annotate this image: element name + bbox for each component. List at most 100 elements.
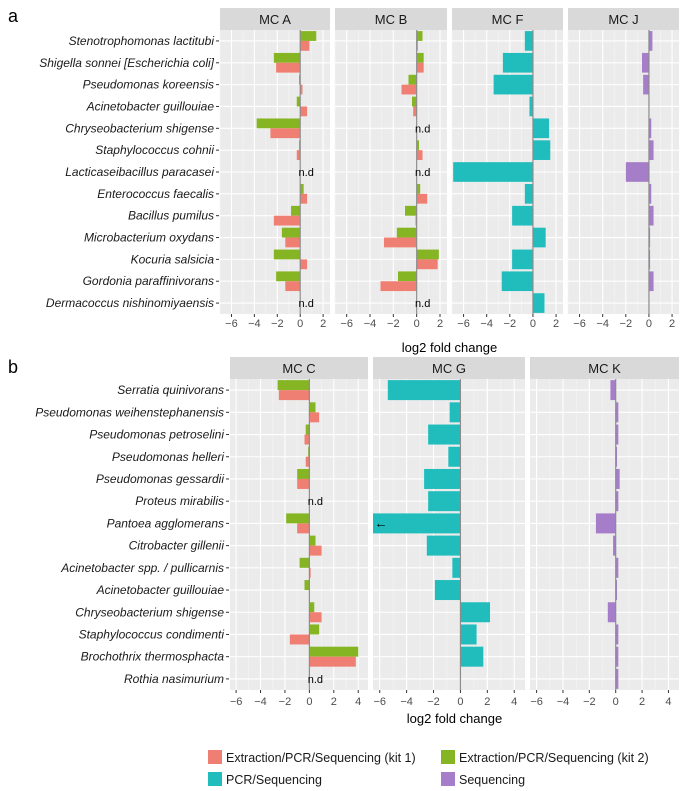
category-label-brochothrix-thermosphacta: Brochothrix thermosphacta	[81, 650, 225, 664]
x-tick-label: 0	[306, 696, 312, 708]
bar-kit1-brochothrix-thermosphacta	[309, 656, 356, 667]
panel-letter-a: a	[8, 6, 19, 26]
bar-seq-lacticaseibacillus-paracasei	[625, 162, 649, 182]
bar-kit2-pseudomonas-helleri	[308, 446, 310, 457]
category-label-gordonia-paraffinivorans: Gordonia paraffinivorans	[83, 274, 214, 288]
bar-kit1-acinetobacter-guillouiae	[413, 106, 417, 117]
bar-pcr-pseudomonas-gessardii	[424, 468, 461, 489]
bar-seq-pseudomonas-petroselini	[615, 424, 619, 445]
bar-kit2-staphylococcus-cohnii	[416, 140, 419, 151]
bar-kit1-chryseobacterium-shigense	[309, 612, 322, 623]
bar-kit1-shigella-sonnei-escherichia-coli	[276, 62, 301, 73]
bar-pcr-pantoea-agglomerans	[373, 513, 461, 534]
x-tick-label: 4	[511, 696, 517, 708]
category-label-lacticaseibacillus-paracasei: Lacticaseibacillus paracasei	[65, 165, 214, 179]
bar-kit2-shigella-sonnei-escherichia-coli	[416, 52, 424, 63]
x-tick-label: −2	[271, 318, 284, 330]
legend-swatch-kit1	[208, 750, 222, 764]
bar-seq-brochothrix-thermosphacta	[615, 646, 619, 667]
x-tick-label: −4	[596, 318, 609, 330]
bar-kit2-chryseobacterium-shigense	[256, 118, 301, 129]
bar-kit2-pseudomonas-petroselini	[305, 424, 310, 435]
bar-pcr-citrobacter-gillenii	[426, 535, 461, 556]
facet-title: MC F	[492, 12, 524, 27]
bar-seq-serratia-quinivorans	[610, 380, 616, 401]
facet-strip	[452, 8, 563, 30]
legend-label-kit2: Extraction/PCR/Sequencing (kit 2)	[459, 751, 649, 765]
bar-kit1-staphylococcus-cohnii	[416, 150, 423, 160]
x-tick-label: −2	[583, 696, 596, 708]
bar-kit2-enterococcus-faecalis	[300, 184, 304, 194]
x-tick-label: 0	[530, 318, 536, 330]
x-tick-label: 2	[320, 318, 326, 330]
x-tick-label: 2	[484, 696, 490, 708]
bar-pcr-dermacoccus-nishinomiyaensis	[532, 293, 545, 313]
chart-b: b Serratia quinivorans Pseudomonas weihens…	[8, 357, 679, 726]
bar-kit2-stenotrophomonas-lactitubi	[300, 31, 317, 41]
x-tick-label: −4	[557, 696, 570, 708]
legend-swatch-pcr	[208, 772, 222, 786]
bar-seq-staphylococcus-cohnii	[648, 140, 654, 160]
bar-kit2-acinetobacter-spp-pullicarnis	[299, 557, 310, 568]
facet-strip	[335, 8, 447, 30]
bar-pcr-brochothrix-thermosphacta	[460, 646, 484, 667]
panel-background	[530, 379, 679, 690]
bar-seq-citrobacter-gillenii	[613, 535, 616, 556]
bar-pcr-stenotrophomonas-lactitubi	[524, 31, 533, 51]
bar-kit2-pseudomonas-weihenstephanensis	[309, 402, 316, 413]
bar-pcr-staphylococcus-condimenti	[460, 624, 477, 645]
facet-strip	[530, 357, 679, 379]
bar-seq-acinetobacter-spp-pullicarnis	[615, 557, 619, 578]
bar-kit1-shigella-sonnei-escherichia-coli	[416, 62, 424, 73]
bar-kit2-acinetobacter-guillouiae	[304, 580, 310, 591]
bar-kit1-acinetobacter-spp-pullicarnis	[309, 567, 311, 578]
category-label-serratia-quinivorans: Serratia quinivorans	[117, 383, 224, 397]
x-tick-label: −4	[254, 696, 267, 708]
facet-strip	[373, 357, 525, 379]
bar-kit1-gordonia-paraffinivorans	[380, 281, 417, 292]
annotation-not-detected: n.d	[308, 496, 323, 508]
bar-pcr-chryseobacterium-shigense	[460, 602, 491, 623]
bar-kit1-kocuria-salsicia	[416, 259, 438, 270]
bar-seq-bacillus-pumilus	[648, 205, 654, 226]
category-label-chryseobacterium-shigense: Chryseobacterium shigense	[65, 121, 214, 135]
bar-kit2-pantoea-agglomerans	[286, 513, 310, 524]
bar-kit2-microbacterium-oxydans	[396, 227, 417, 238]
bar-seq-rothia-nasimurium	[615, 668, 619, 689]
bar-pcr-proteus-mirabilis	[428, 491, 461, 512]
x-axis-title: log2 fold change	[402, 340, 497, 355]
bar-kit1-staphylococcus-cohnii	[296, 150, 301, 160]
bar-pcr-microbacterium-oxydans	[532, 227, 546, 248]
bar-pcr-pseudomonas-koreensis	[493, 74, 533, 95]
bar-pcr-chryseobacterium-shigense	[532, 118, 550, 139]
bar-seq-stenotrophomonas-lactitubi	[648, 31, 653, 51]
bar-kit2-bacillus-pumilus	[291, 205, 301, 216]
category-label-dermacoccus-nishinomiyaensis: Dermacoccus nishinomiyaensis	[46, 296, 214, 310]
bar-seq-gordonia-paraffinivorans	[648, 271, 654, 292]
bar-kit2-acinetobacter-guillouiae	[412, 96, 417, 107]
category-label-bacillus-pumilus: Bacillus pumilus	[128, 209, 214, 223]
bar-kit2-stenotrophomonas-lactitubi	[416, 31, 423, 41]
x-tick-label: 0	[613, 696, 619, 708]
bar-kit2-chryseobacterium-shigense	[309, 602, 315, 613]
bar-seq-pseudomonas-helleri	[615, 446, 618, 467]
bar-kit2-gordonia-paraffinivorans	[276, 271, 301, 282]
category-label-acinetobacter-spp-pullicarnis: Acinetobacter spp. / pullicarnis	[60, 561, 224, 575]
x-tick-label: 0	[457, 696, 463, 708]
bar-pcr-kocuria-salsicia	[512, 249, 533, 270]
x-tick-label: 0	[414, 318, 420, 330]
bar-kit2-pseudomonas-koreensis	[408, 74, 417, 85]
bar-kit2-enterococcus-faecalis	[416, 184, 421, 194]
facet-title: MC G	[432, 361, 466, 376]
bar-pcr-staphylococcus-cohnii	[532, 140, 551, 160]
bar-kit1-pseudomonas-petroselini	[304, 434, 310, 445]
bar-kit1-microbacterium-oxydans	[384, 237, 417, 248]
bar-kit2-serratia-quinivorans	[277, 380, 310, 391]
bar-kit2-citrobacter-gillenii	[309, 535, 316, 546]
facet-title: MC B	[375, 12, 408, 27]
bar-kit1-pseudomonas-koreensis	[401, 84, 417, 95]
facet-mc-g: MC G ← −6 −4 −2 0 2 4	[373, 357, 525, 708]
bar-pcr-lacticaseibacillus-paracasei	[453, 162, 533, 182]
bar-pcr-acinetobacter-spp-pullicarnis	[452, 557, 461, 578]
x-tick-label: 0	[646, 318, 652, 330]
